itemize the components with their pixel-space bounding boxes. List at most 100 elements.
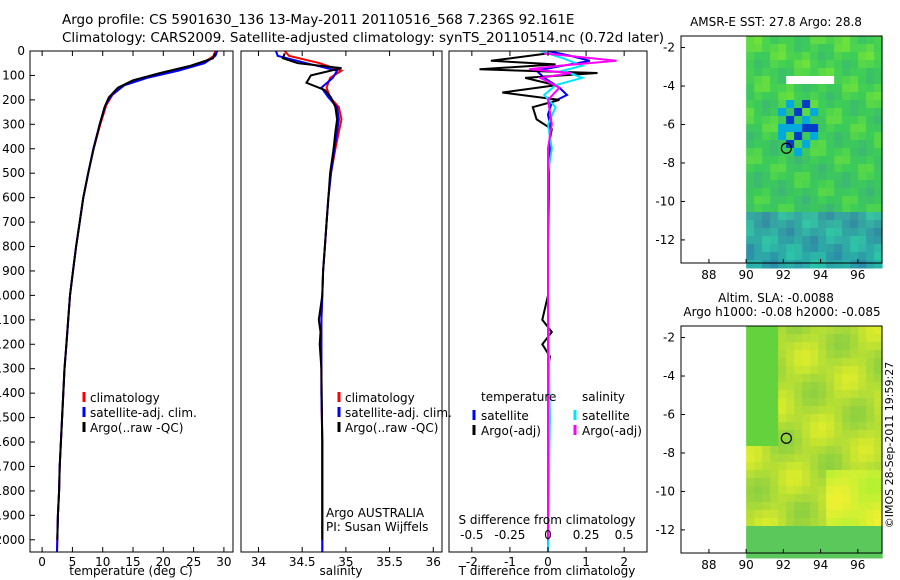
heatmap-cell [818, 406, 827, 415]
heatmap-cell [762, 108, 771, 117]
heatmap-cell [778, 366, 787, 375]
heatmap-cell [866, 124, 875, 133]
heatmap-cell [762, 124, 771, 133]
heatmap-cell [826, 196, 835, 205]
heatmap-cell [746, 382, 755, 391]
heatmap-cell [842, 84, 851, 93]
heatmap-cell [858, 140, 867, 149]
y-tick-label: 1200 [0, 337, 25, 351]
heatmap-cell [786, 212, 795, 221]
heatmap-cell [746, 244, 755, 253]
heatmap-cell [794, 204, 803, 213]
heatmap-cell [818, 382, 827, 391]
heatmap-cell [770, 100, 779, 109]
heatmap-cell [826, 260, 835, 269]
heatmap-cell [842, 180, 851, 189]
x-tick-label: 10 [95, 555, 110, 569]
heatmap-cell [818, 196, 827, 205]
heatmap-cell [818, 132, 827, 141]
heatmap-cell [858, 44, 867, 53]
heatmap-cell [874, 430, 883, 439]
heatmap-cell [850, 172, 859, 181]
heatmap-cell [770, 510, 779, 519]
heatmap-cell [778, 406, 787, 415]
heatmap-cell [818, 100, 827, 109]
heatmap-cell [770, 252, 779, 261]
heatmap-cell [802, 542, 811, 551]
heatmap-cell [818, 366, 827, 375]
heatmap-cell [802, 494, 811, 503]
heatmap-cell [866, 116, 875, 125]
heatmap-cell [762, 148, 771, 157]
heatmap-cell [762, 550, 771, 559]
heatmap-cell [778, 526, 787, 535]
heatmap-cell [834, 76, 843, 85]
heatmap-cell [778, 326, 787, 335]
heatmap-cell [770, 438, 779, 447]
heatmap-cell [858, 204, 867, 213]
heatmap-cell [802, 454, 811, 463]
heatmap-cell [802, 470, 811, 479]
heatmap-cell [818, 84, 827, 93]
heatmap-cell [746, 172, 755, 181]
plot-frame [29, 50, 234, 553]
heatmap-cell [850, 188, 859, 197]
heatmap-cell [794, 334, 803, 343]
heatmap-cell [842, 398, 851, 407]
heatmap-cell [810, 374, 819, 383]
heatmap-cell [746, 342, 755, 351]
heatmap-cell [802, 486, 811, 495]
heatmap-cell [746, 542, 755, 551]
heatmap-cell [794, 244, 803, 253]
heatmap-cell [834, 422, 843, 431]
heatmap-cell [786, 196, 795, 205]
heatmap-cell [786, 542, 795, 551]
heatmap-cell [834, 542, 843, 551]
heatmap-cell [794, 510, 803, 519]
y-tick-label: 1300 [0, 362, 25, 376]
heatmap-cell [770, 212, 779, 221]
heatmap-cell [802, 342, 811, 351]
heatmap-cell [802, 510, 811, 519]
heatmap-cell [802, 260, 811, 269]
heatmap-cell [858, 350, 867, 359]
heatmap-cell [770, 164, 779, 173]
heatmap-cell [746, 52, 755, 61]
heatmap-cell [874, 124, 883, 133]
heatmap-cell [826, 116, 835, 125]
heatmap-cell [778, 44, 787, 53]
heatmap-cell [762, 244, 771, 253]
heatmap-cell [810, 116, 819, 125]
heatmap-cell [834, 132, 843, 141]
x2-tick-label: -0.25 [494, 528, 525, 542]
heatmap-cell [794, 550, 803, 559]
heatmap-cell [794, 478, 803, 487]
heatmap-cell [778, 462, 787, 471]
heatmap-cell [834, 148, 843, 157]
heatmap-cell [874, 478, 883, 487]
heatmap-cell [866, 366, 875, 375]
heatmap-cell [842, 244, 851, 253]
heatmap-cell [858, 180, 867, 189]
heatmap-cell [818, 116, 827, 125]
heatmap-cell [802, 366, 811, 375]
heatmap-cell [778, 334, 787, 343]
heatmap-cell [778, 140, 787, 149]
heatmap-cell [802, 212, 811, 221]
heatmap-cell [794, 422, 803, 431]
x-tick-label: 0 [544, 555, 552, 569]
heatmap-cell [802, 422, 811, 431]
heatmap-cell [858, 252, 867, 261]
heatmap-cell [810, 518, 819, 527]
heatmap-cell [794, 260, 803, 269]
y-tick-label: 1800 [0, 484, 25, 498]
heatmap-cell [834, 140, 843, 149]
heatmap-cell [786, 124, 795, 133]
heatmap-cell [834, 236, 843, 245]
heatmap-cell [826, 494, 835, 503]
y-tick-label: 1100 [0, 313, 25, 327]
heatmap-cell [818, 44, 827, 53]
heatmap-cell [762, 398, 771, 407]
heatmap-cell [786, 366, 795, 375]
heatmap-cell [778, 92, 787, 101]
